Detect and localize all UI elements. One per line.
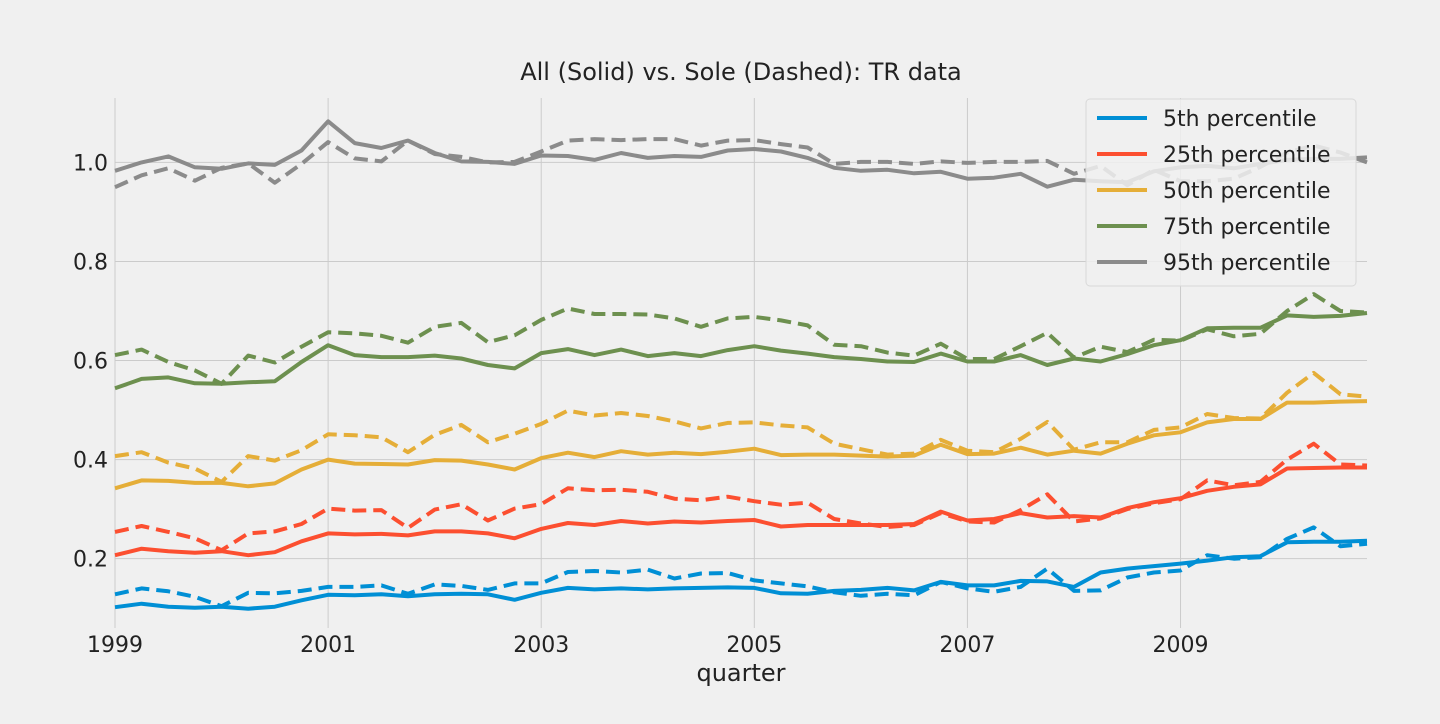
x-tick-label: 2007 (939, 633, 995, 658)
x-tick-label: 2009 (1153, 633, 1209, 658)
x-tick-label: 2005 (726, 633, 782, 658)
y-tick-label: 0.6 (73, 350, 108, 375)
legend-label: 5th percentile (1163, 107, 1317, 132)
x-axis-label: quarter (696, 659, 785, 687)
series-line-dashed-50th-percentile (114, 370, 1368, 484)
x-tick-label: 2003 (513, 633, 569, 658)
legend-box (1085, 98, 1357, 287)
legend: 5th percentile 25th percentile 50th percen… (1085, 98, 1357, 287)
legend-label: 75th percentile (1163, 215, 1331, 240)
y-tick-label: 0.2 (73, 548, 108, 573)
axes: 0.2 0.4 0.6 0.8 1.0 1999 2001 2003 2005 2007 2009 (73, 151, 1209, 658)
y-tick-label: 0.8 (73, 250, 108, 275)
series-line-dashed-5th-percentile (114, 525, 1368, 609)
legend-label: 25th percentile (1163, 143, 1331, 168)
y-tick-label: 1.0 (73, 151, 108, 176)
series-line-solid-5th-percentile (114, 538, 1368, 611)
x-tick-label: 2001 (300, 633, 356, 658)
series-line-solid-25th-percentile (114, 465, 1367, 558)
series-line-solid-50th-percentile (114, 399, 1368, 491)
legend-label: 95th percentile (1163, 251, 1331, 276)
series-line-dashed-75th-percentile (114, 292, 1368, 386)
chart-title: All (Solid) vs. Sole (Dashed): TR data (520, 58, 962, 86)
legend-label: 50th percentile (1163, 179, 1331, 204)
series-line-solid-75th-percentile (114, 311, 1368, 391)
y-tick-label: 0.4 (73, 449, 108, 474)
x-tick-label: 1999 (87, 633, 143, 658)
